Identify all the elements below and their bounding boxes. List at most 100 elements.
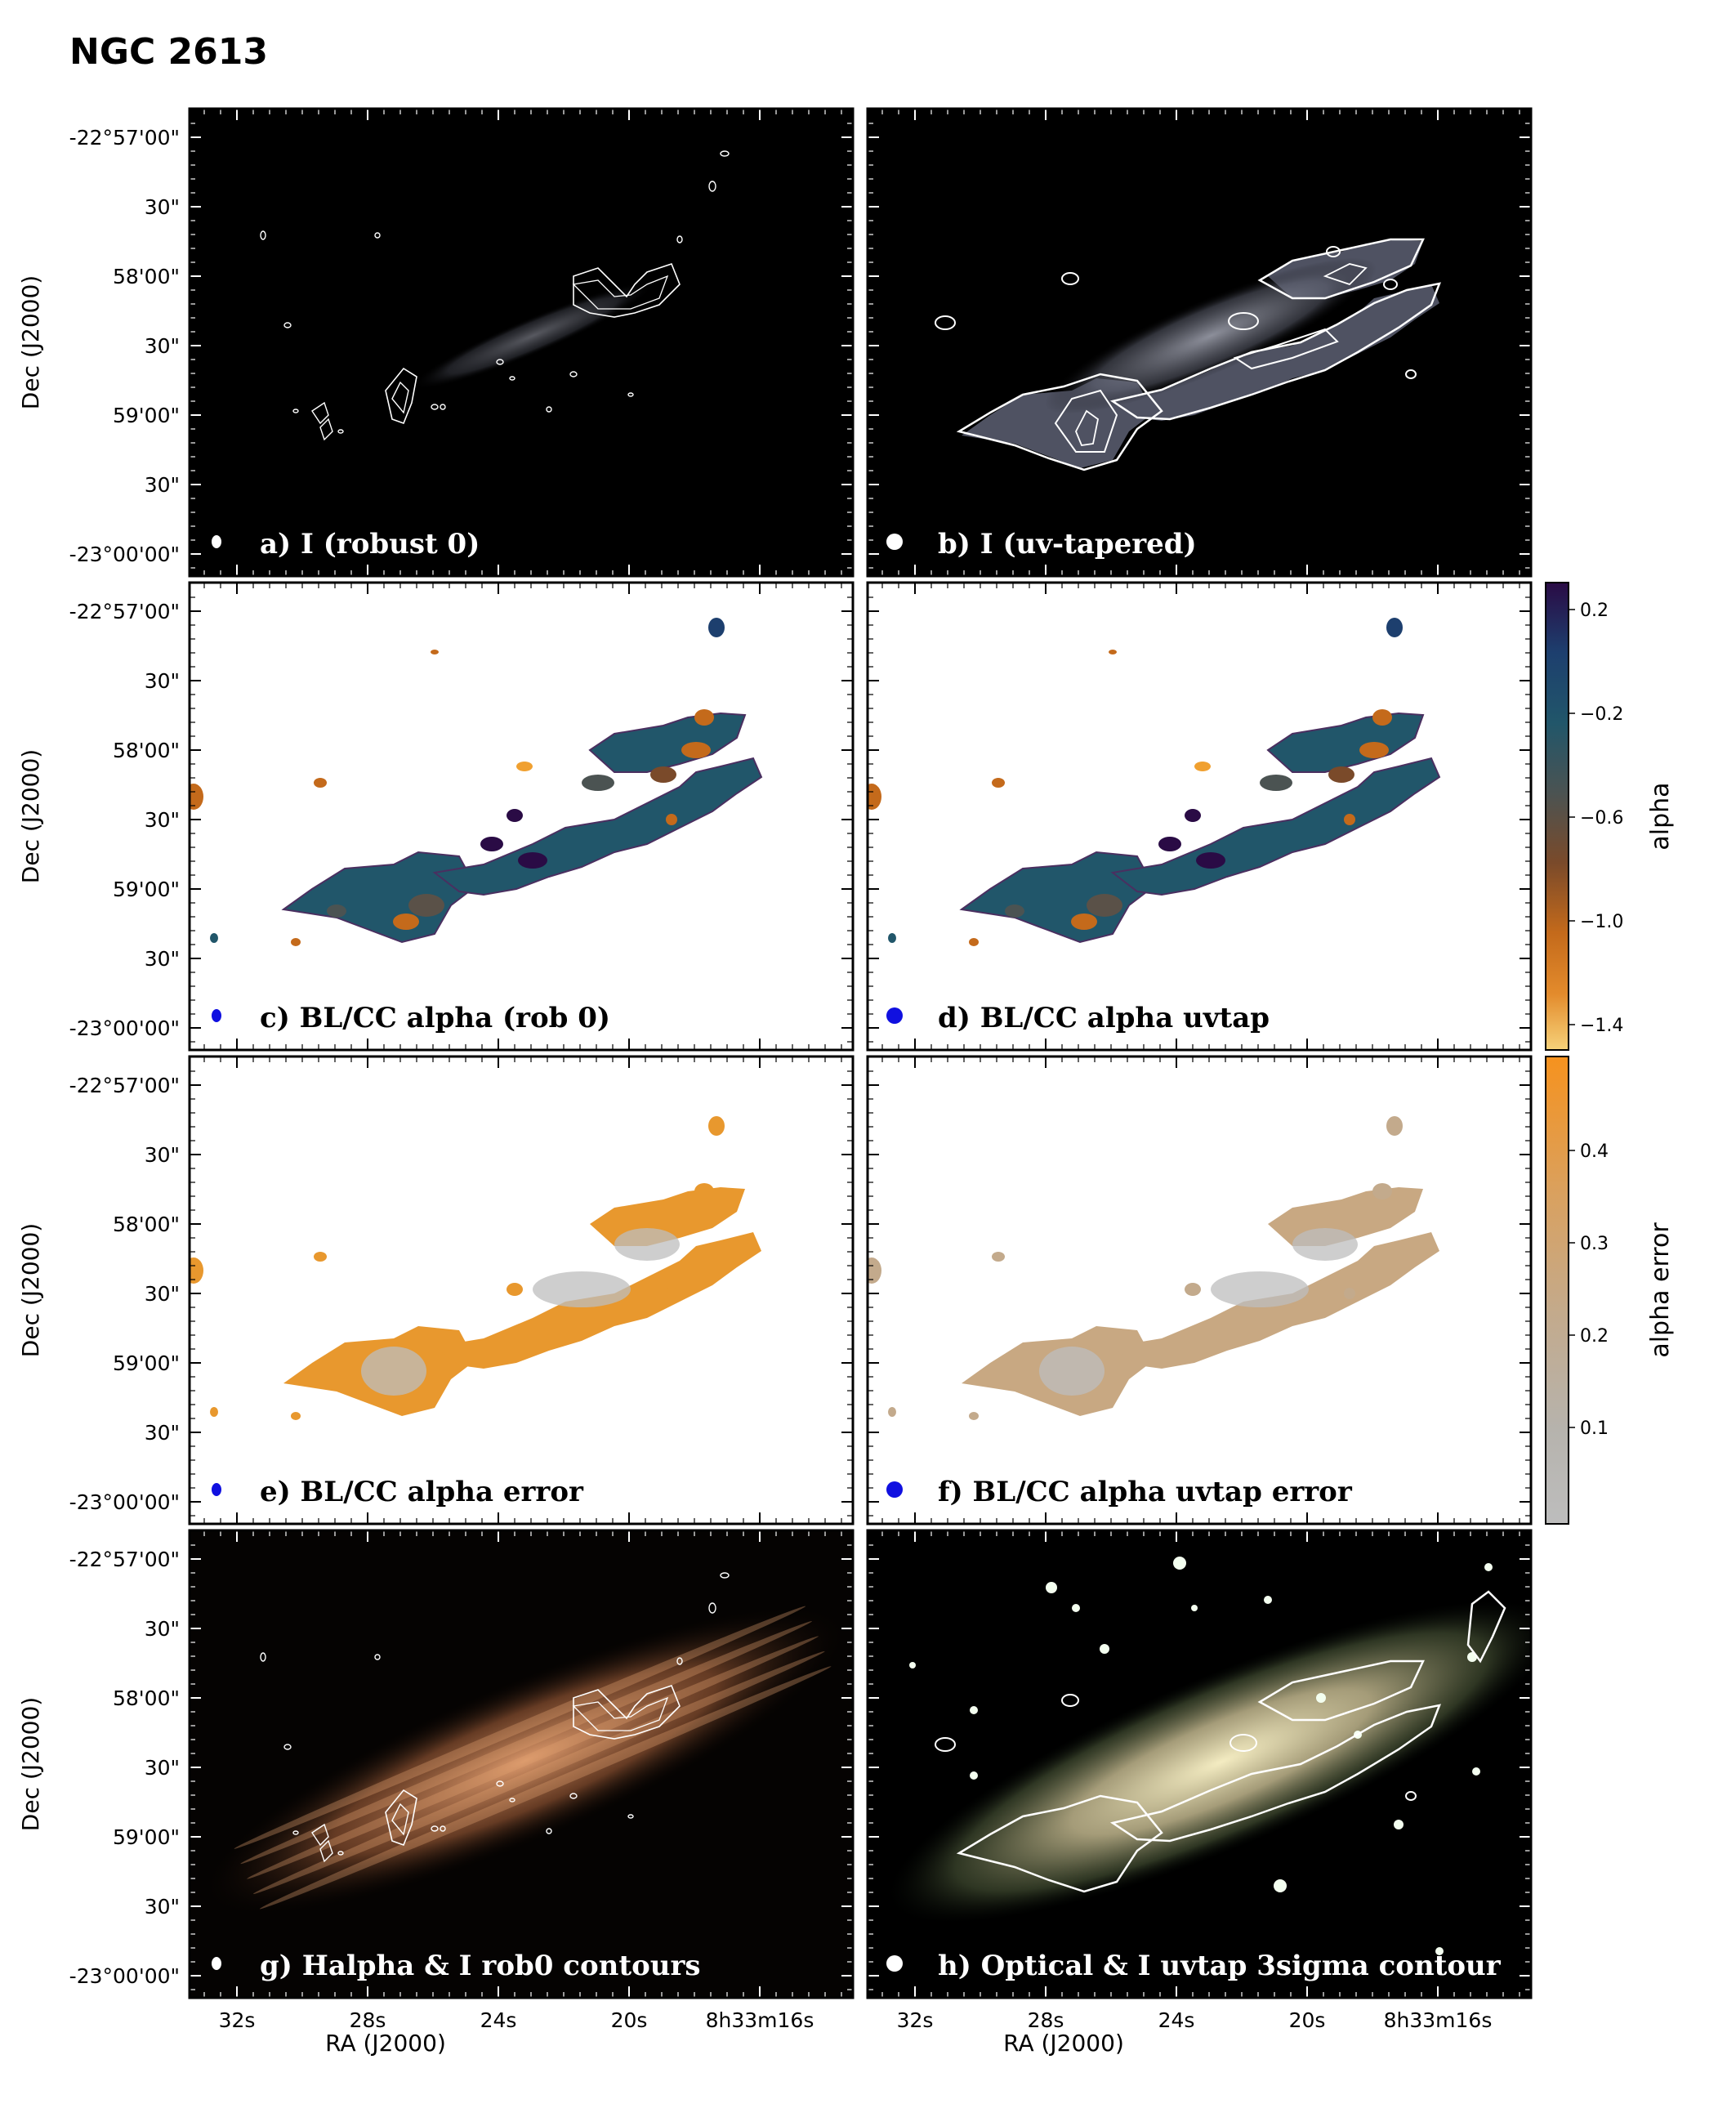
contour-blob [1405,369,1417,379]
contour-blob [935,315,956,330]
radio-contour [319,1839,333,1863]
panel-frame [188,107,855,578]
star [970,1771,978,1780]
halpha-lane [240,1621,812,1865]
panel-label: h) Optical & I uvtap 3sigma contour [938,1950,1502,1982]
error-island [992,1252,1005,1262]
ra-tick-label: 8h33m16s [1384,2008,1493,2032]
error-island [1386,1116,1403,1136]
alpha-spot [650,766,676,783]
beam-ellipse [212,1957,221,1970]
dec-tick-label: 30" [145,1895,180,1919]
panel-image [868,1056,1531,1524]
radio-contour [311,401,329,425]
contour-blob [1229,1734,1257,1752]
alpha-island [992,778,1005,788]
radio-contour [391,381,409,414]
dec-tick-label: 58'00" [113,739,180,762]
contour-blob [569,1793,578,1799]
contour-blob [440,1825,446,1832]
x-axis-label-left: RA (J2000) [325,2030,446,2057]
contour-blob [260,230,266,240]
dec-tick-label: 59'00" [113,404,180,427]
alpha-island [888,933,896,943]
contour-blob [292,409,299,413]
contour-blob [935,1737,956,1752]
panel-image [868,1530,1531,1998]
dec-tick-label: 30" [145,1143,180,1167]
colorbar-tick-label: 0.2 [1580,1326,1609,1347]
beam-ellipse [886,1481,903,1498]
error-island [868,1257,881,1284]
panel-frame [188,581,855,1052]
dec-tick-label: 30" [145,1282,180,1306]
panel-b: b) I (uv-tapered) [866,107,1533,578]
panel-a: a) I (robust 0) -22°57'00" 30" 58'00" 30" 59'… [17,107,855,578]
colorbar-tick-label: −1.4 [1580,1016,1623,1036]
emission-region [1110,757,1441,896]
star [1191,1605,1198,1611]
ra-tick-label: 32s [897,2008,934,2032]
halpha-disk [208,1608,843,1913]
emission-region [588,712,747,773]
panel-image [868,109,1531,576]
ra-tick-label: 24s [1158,2008,1195,2032]
error-island [210,1407,218,1417]
alpha-spot [518,852,547,869]
radio-contour [1233,328,1339,370]
colorbar-tick-label: 0.3 [1580,1234,1609,1254]
contour-blob [720,1572,730,1579]
radio-contour [311,1823,329,1847]
panel-h: h) Optical & I uvtap 3sigma contour 32s 28… [866,1529,1533,2032]
contour-blob [1326,246,1341,257]
panel-g: g) Halpha & I rob0 contours -22°57'00" 30"… [17,1529,855,2032]
star [1173,1557,1186,1570]
contour-blob [440,404,446,410]
panel-frame [866,1055,1533,1526]
contour-blob [374,1654,381,1660]
contour-blob [260,1652,266,1662]
low-error-core [614,1228,680,1261]
dec-tick-label: 58'00" [113,1686,180,1710]
panel-frame [866,1529,1533,1999]
contour-blob [496,1780,504,1787]
colorbar-tick-label: 0.4 [1580,1141,1609,1162]
dec-tick-label: 30" [145,669,180,693]
contour-blob [1405,1791,1417,1801]
x-axis-label-right: RA (J2000) [1003,2030,1124,2057]
contour-blob [546,1828,552,1834]
colorbar-tick-label: 0.2 [1580,601,1609,621]
alpha-spot [681,742,711,758]
alpha-island [1372,709,1392,726]
star [1394,1820,1404,1829]
colorbar-2: 0.4 0.3 0.2 0.1 alpha error [1545,1056,1675,1525]
alpha-spot [1087,894,1122,917]
radio-contour [1054,389,1118,453]
low-error-core [533,1271,631,1307]
contour-blob [708,1602,716,1614]
radio-contour [391,1802,409,1836]
contour-blob [496,359,504,365]
beam-ellipse [886,534,903,550]
panel-image [190,583,853,1050]
contour-blob [627,1814,634,1819]
radio-contour [385,1789,417,1847]
dec-tick-label: -23°00'00" [69,1016,180,1040]
ylabel: Dec (J2000) [17,749,44,883]
error-island [888,1407,896,1417]
alpha-island [1109,650,1117,654]
contour-blob [676,235,683,243]
alpha-island [190,784,203,810]
ylabel: Dec (J2000) [17,1223,44,1357]
contour-blob [431,1825,439,1832]
dec-tick-label: 59'00" [113,1351,180,1375]
dec-tick-label: 59'00" [113,878,180,901]
panel-image [868,583,1531,1050]
panel-label: f) BL/CC alpha uvtap error [938,1476,1353,1508]
panel-f: f) BL/CC alpha uvtap error [866,1055,1533,1526]
panel-image [190,1530,853,1998]
low-error-core [1292,1228,1358,1261]
dec-tick-label: 30" [145,473,180,497]
colorbar-label: alpha error [1646,1222,1675,1358]
dec-tick-label: -22°57'00" [69,600,180,623]
